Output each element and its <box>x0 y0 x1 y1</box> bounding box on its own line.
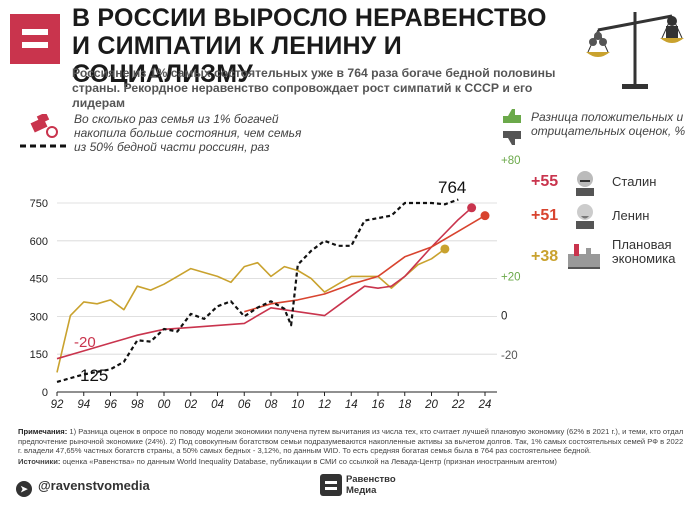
page-subtitle: Россияне из 1% самых состоятельных уже в… <box>72 66 556 110</box>
planned-economy-label: Плановая экономика <box>612 237 676 266</box>
lenin-line <box>244 214 486 313</box>
stalin-start-label: -20 <box>74 334 96 351</box>
telegram-icon: ➤ <box>16 481 32 497</box>
x-axis-tick: 08 <box>265 399 278 411</box>
x-axis-tick: 98 <box>131 399 144 411</box>
notes-label: Примечания: <box>18 427 68 436</box>
right-axis-tick: +20 <box>501 271 521 283</box>
planned-economy-delta: +38 <box>531 248 559 265</box>
x-axis-tick: 18 <box>398 399 411 411</box>
right-axis-tick: +80 <box>501 155 521 167</box>
scale-icon <box>586 12 684 89</box>
wealth-gap-legend-text: Во сколько раз семья из 1% богачей накоп… <box>74 112 302 154</box>
lenin-label-text: Ленин <box>612 208 650 223</box>
thumbs-up-down-icon <box>503 109 521 145</box>
wealth-gap-end-label: 764 <box>438 178 466 197</box>
page-title: В РОССИИ ВЫРОСЛО НЕРАВЕНСТВО И СИМПАТИИ … <box>72 4 547 88</box>
x-axis-tick: 92 <box>51 399 64 411</box>
left-axis-tick: 450 <box>30 274 48 286</box>
wealth-gap-line <box>56 198 459 383</box>
stalin-delta: +55 <box>531 173 559 190</box>
left-axis-tick: 600 <box>30 236 48 248</box>
x-axis-tick: 16 <box>372 399 385 411</box>
stalin-portrait-icon <box>576 171 594 196</box>
x-axis-tick: 00 <box>158 399 171 411</box>
lenin-delta: +51 <box>531 207 559 224</box>
telegram-handle: @ravenstvomedia <box>38 478 150 493</box>
sources-text: оценка «Равенства» по данным World Inequ… <box>62 457 557 466</box>
lenin-portrait-icon <box>576 204 594 229</box>
stalin-label: Сталин <box>612 174 657 189</box>
x-axis-tick: 96 <box>104 399 117 411</box>
left-axis-tick: 150 <box>30 349 48 361</box>
brand-logo: Равенство Медиа <box>320 472 410 502</box>
x-axis-tick: 20 <box>424 399 438 411</box>
wealth-gap-legend-icon <box>20 114 68 148</box>
brand-line1: Равенство <box>346 474 396 485</box>
factory-icon <box>568 244 600 269</box>
brand-line2: Медиа <box>346 485 377 496</box>
x-axis-tick: 22 <box>451 399 465 411</box>
favorability-legend-text: Разница положительных и отрицательных оц… <box>531 110 686 138</box>
planned-economy-end-dot <box>440 244 450 254</box>
left-axis-tick: 0 <box>42 387 48 399</box>
x-axis-tick: 10 <box>291 399 304 411</box>
right-axis-tick: -20 <box>501 350 518 362</box>
sources-label: Источники: <box>18 457 61 466</box>
left-axis-tick: 750 <box>30 198 48 210</box>
sources: Источники: оценка «Равенства» по данным … <box>18 457 688 466</box>
x-axis-tick: 94 <box>77 399 90 411</box>
wealth-gap-start-label: 125 <box>80 366 108 385</box>
x-axis-tick: 24 <box>478 399 492 411</box>
x-axis-tick: 04 <box>211 399 224 411</box>
right-axis-tick: 0 <box>501 311 507 323</box>
lenin-end-dot <box>480 211 490 221</box>
stalin-line <box>56 207 473 360</box>
chart-svg: 0 150 300 450 600 750 92 94 96 98 00 02 04 06 08 10 12 14… <box>30 155 521 411</box>
x-axis-tick: 12 <box>318 399 331 411</box>
notes-text: 1) Разница оценок в опросе по поводу мод… <box>18 427 684 456</box>
planned-economy-line <box>56 248 446 373</box>
telegram-link[interactable]: ➤ @ravenstvomedia <box>16 478 150 497</box>
x-axis-tick: 02 <box>184 399 197 411</box>
brand-mark-icon <box>320 474 342 496</box>
x-axis-tick: 06 <box>238 399 251 411</box>
left-axis-tick: 300 <box>30 311 48 323</box>
equality-logo-icon <box>10 14 60 64</box>
stalin-end-dot <box>467 203 477 213</box>
x-axis-tick: 14 <box>345 399 358 411</box>
notes: Примечания: 1) Разница оценок в опросе п… <box>18 427 688 456</box>
